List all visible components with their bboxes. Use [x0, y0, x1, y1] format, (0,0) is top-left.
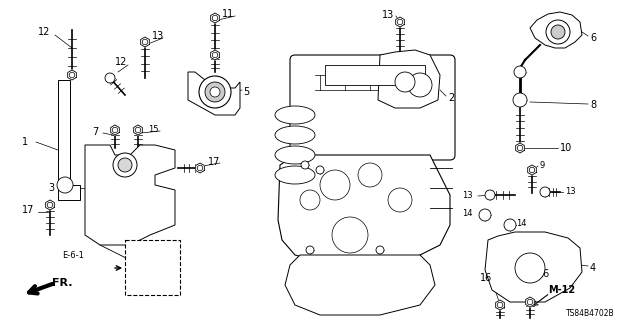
Polygon shape: [527, 165, 536, 175]
Circle shape: [306, 246, 314, 254]
Text: 11: 11: [222, 9, 234, 19]
Polygon shape: [68, 70, 76, 80]
Circle shape: [546, 20, 570, 44]
Text: 13: 13: [152, 31, 164, 41]
Circle shape: [497, 302, 503, 308]
Text: 1: 1: [22, 137, 28, 147]
Circle shape: [69, 72, 75, 78]
Polygon shape: [58, 80, 80, 200]
Text: 14: 14: [462, 210, 472, 219]
Circle shape: [485, 190, 495, 200]
Circle shape: [210, 87, 220, 97]
Polygon shape: [196, 163, 204, 173]
Circle shape: [142, 39, 148, 45]
Text: 6: 6: [590, 33, 596, 43]
Circle shape: [551, 25, 565, 39]
Text: 7: 7: [92, 127, 99, 137]
Text: 12: 12: [115, 57, 127, 67]
Text: 12: 12: [38, 27, 51, 37]
Text: 16: 16: [480, 273, 492, 283]
Circle shape: [301, 161, 309, 169]
Text: 8: 8: [590, 100, 596, 110]
Circle shape: [57, 177, 73, 193]
Bar: [325, 65, 425, 85]
Text: 13: 13: [565, 187, 575, 196]
Circle shape: [316, 166, 324, 174]
Polygon shape: [530, 12, 582, 48]
Circle shape: [376, 246, 384, 254]
Circle shape: [47, 202, 52, 208]
Polygon shape: [525, 297, 534, 307]
Polygon shape: [111, 125, 119, 135]
Text: 2: 2: [448, 93, 454, 103]
Circle shape: [408, 73, 432, 97]
Polygon shape: [188, 72, 240, 115]
FancyBboxPatch shape: [290, 55, 455, 160]
Circle shape: [527, 299, 532, 305]
Ellipse shape: [275, 166, 315, 184]
Ellipse shape: [275, 106, 315, 124]
Polygon shape: [45, 200, 54, 210]
Circle shape: [118, 158, 132, 172]
Text: 17: 17: [22, 205, 35, 215]
Circle shape: [529, 167, 535, 173]
Circle shape: [205, 82, 225, 102]
Circle shape: [113, 153, 137, 177]
Circle shape: [395, 72, 415, 92]
Circle shape: [135, 127, 141, 133]
Circle shape: [112, 127, 118, 133]
Polygon shape: [141, 37, 149, 47]
Circle shape: [105, 73, 115, 83]
Text: 5: 5: [243, 87, 249, 97]
Circle shape: [514, 66, 526, 78]
Polygon shape: [495, 300, 504, 310]
Circle shape: [397, 19, 403, 25]
Circle shape: [358, 163, 382, 187]
Circle shape: [388, 188, 412, 212]
Ellipse shape: [275, 146, 315, 164]
Ellipse shape: [275, 126, 315, 144]
Text: E-6-1: E-6-1: [62, 252, 84, 260]
Text: 4: 4: [590, 263, 596, 273]
Circle shape: [199, 76, 231, 108]
Text: TS84B4702B: TS84B4702B: [566, 308, 615, 317]
Polygon shape: [211, 13, 220, 23]
Circle shape: [332, 217, 368, 253]
Circle shape: [504, 219, 516, 231]
Circle shape: [517, 145, 523, 151]
Polygon shape: [378, 50, 440, 108]
Polygon shape: [134, 125, 142, 135]
Polygon shape: [285, 255, 435, 315]
Text: 10: 10: [560, 143, 572, 153]
Text: 15: 15: [148, 125, 159, 134]
Circle shape: [515, 253, 545, 283]
Text: 17: 17: [208, 157, 220, 167]
Circle shape: [320, 170, 350, 200]
Circle shape: [513, 93, 527, 107]
Text: 3: 3: [48, 183, 54, 193]
Text: 16: 16: [538, 269, 550, 279]
Polygon shape: [211, 50, 220, 60]
Text: FR.: FR.: [52, 278, 72, 288]
Text: 9: 9: [540, 161, 545, 170]
Circle shape: [540, 187, 550, 197]
Polygon shape: [516, 143, 524, 153]
Text: M-12: M-12: [548, 285, 575, 295]
Bar: [125, 240, 180, 295]
Polygon shape: [396, 17, 404, 27]
Polygon shape: [278, 155, 450, 265]
Text: 13: 13: [382, 10, 394, 20]
Circle shape: [300, 190, 320, 210]
Circle shape: [479, 209, 491, 221]
Circle shape: [212, 15, 218, 21]
Circle shape: [197, 165, 203, 171]
Text: 14: 14: [516, 220, 527, 228]
Polygon shape: [85, 145, 175, 245]
Polygon shape: [485, 232, 582, 302]
Text: 13: 13: [462, 191, 472, 201]
Circle shape: [212, 52, 218, 58]
